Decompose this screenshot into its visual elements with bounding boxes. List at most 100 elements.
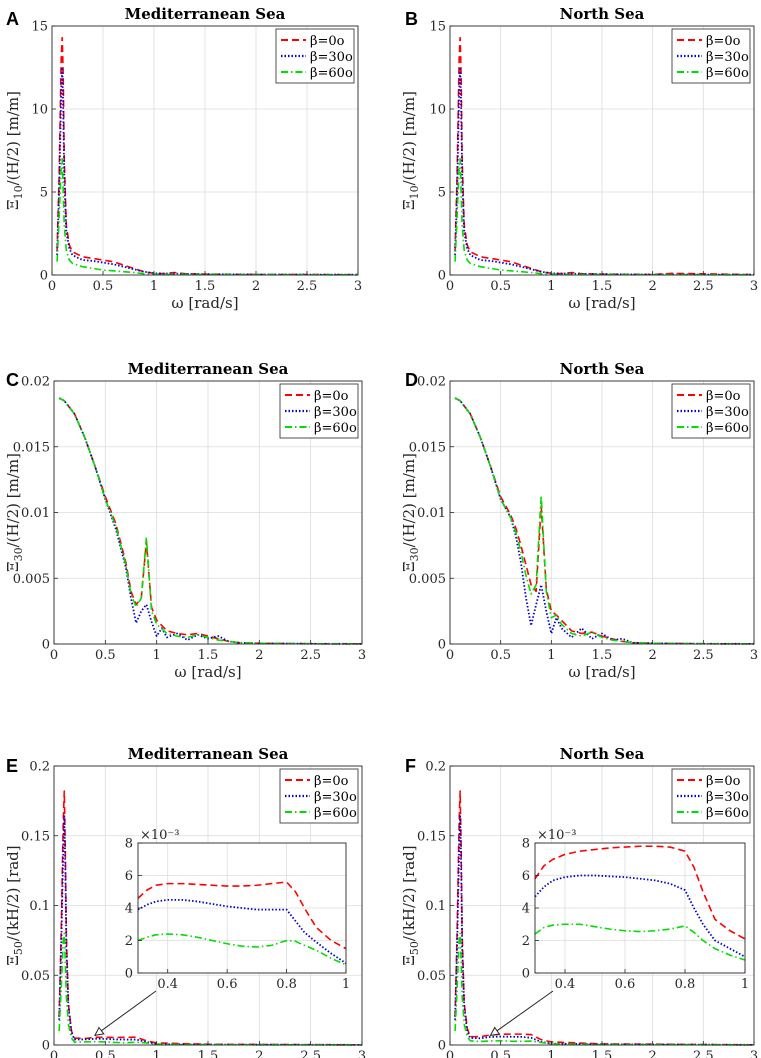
panel-E: E Mediterranean Sea 0 0.5 1 1.5 2 2.5 3 0 0.05 0.1 0… [4, 745, 366, 1058]
series-line-0 [58, 790, 363, 1046]
panel-label: F [405, 756, 416, 776]
inset-y-tick-label: 4 [125, 902, 133, 917]
legend-entry-2: β=60o [706, 806, 749, 821]
inset-arrow-line [94, 990, 157, 1036]
legend-entry-0: β=0o [314, 774, 349, 789]
inset-series-line-2 [137, 933, 347, 966]
y-axis-label-rest: /(H/2) [m/m] [4, 453, 22, 547]
x-tick-label: 3 [358, 648, 366, 663]
series-line-1 [58, 397, 363, 645]
x-tick-label: 0 [446, 648, 454, 663]
y-tick-label: 0 [438, 269, 446, 284]
panel-A: A Mediterranean Sea 0 0.5 1 1.5 2 2.5 3 0 5 10 15 ω [… [4, 5, 362, 312]
inset-x-tick-label: 0.4 [555, 977, 576, 992]
y-tick-label: 0.15 [21, 829, 50, 844]
chart-title: North Sea [560, 5, 645, 23]
y-tick-label: 0.2 [29, 760, 50, 775]
inset-arrow-head [93, 1026, 105, 1037]
panel-label: E [6, 756, 18, 776]
inset-y-tick-label: 2 [522, 934, 530, 949]
x-tick-label: 2.5 [693, 648, 714, 663]
legend-entry-1: β=30o [706, 50, 749, 65]
chart-title: Mediterranean Sea [125, 5, 286, 23]
grid [54, 381, 362, 644]
x-tick-label: 2 [255, 1049, 263, 1058]
inset-y-tick-label: 0 [125, 967, 133, 982]
x-tick-label: 2.5 [693, 1049, 714, 1058]
y-axis-label: Ξ10/(H/2) [m/m] [4, 91, 25, 210]
y-tick-label: 15 [429, 20, 446, 35]
y-tick-label: 15 [31, 20, 48, 35]
x-tick-label: 2 [649, 648, 657, 663]
y-tick-label: 0 [42, 638, 50, 653]
y-axis-label-main: Ξ [400, 561, 418, 572]
x-tick-label: 2.5 [300, 648, 321, 663]
legend-entry-1: β=30o [706, 790, 749, 805]
inset-x-tick-label: 0.8 [675, 977, 696, 992]
legend-entry-1: β=30o [314, 790, 357, 805]
x-axis-label: ω [rad/s] [568, 294, 635, 312]
y-tick-label: 10 [429, 103, 446, 118]
x-tick-label: 0.5 [490, 648, 511, 663]
chart-title: Mediterranean Sea [128, 745, 289, 763]
y-tick-label: 0.1 [425, 899, 446, 914]
y-axis-label-sub: 50 [12, 941, 25, 955]
y-axis-label-main: Ξ [400, 199, 418, 210]
series-line-2 [58, 397, 363, 645]
y-tick-label: 0.05 [21, 969, 50, 984]
x-tick-label: 1 [547, 279, 555, 294]
x-tick-label: 0 [48, 279, 56, 294]
series-line-0 [454, 790, 755, 1046]
inset-y-tick-label: 2 [125, 934, 133, 949]
x-tick-label: 3 [354, 279, 362, 294]
series-line-1 [454, 66, 755, 276]
inset-y-tick-label: 0 [522, 967, 530, 982]
x-tick-label: 3 [750, 1049, 758, 1058]
y-tick-label: 0.005 [409, 572, 446, 587]
legend-entry-2: β=60o [314, 806, 357, 821]
y-tick-label: 10 [31, 103, 48, 118]
inset-multiplier: ×10⁻³ [140, 828, 180, 843]
inset-multiplier: ×10⁻³ [537, 828, 577, 843]
x-tick-label: 0.5 [95, 648, 116, 663]
legend-entry-0: β=0o [706, 389, 741, 404]
y-axis-label-rest: /(kH/2) [rad] [400, 845, 418, 941]
x-tick-label: 0 [50, 648, 58, 663]
x-axis-label: ω [rad/s] [171, 294, 238, 312]
y-tick-label: 0 [40, 269, 48, 284]
x-tick-label: 0.5 [93, 279, 114, 294]
x-tick-label: 1 [150, 279, 158, 294]
series-line-2 [58, 932, 363, 1046]
y-tick-label: 0.01 [21, 506, 50, 521]
series-line-1 [56, 66, 359, 276]
y-tick-label: 0.015 [13, 440, 50, 455]
y-axis-label-main: Ξ [4, 955, 22, 966]
x-tick-label: 1.5 [198, 648, 219, 663]
inset-arrow-line [490, 990, 554, 1036]
inset-x-tick-label: 0.4 [157, 977, 178, 992]
legend-entry-2: β=60o [310, 66, 353, 81]
y-tick-label: 0.1 [29, 899, 50, 914]
x-tick-label: 1.5 [592, 1049, 613, 1058]
x-tick-label: 1.5 [198, 1049, 219, 1058]
x-tick-label: 1 [547, 1049, 555, 1058]
y-axis-label-main: Ξ [400, 955, 418, 966]
y-axis-label: Ξ50/(kH/2) [rad] [400, 845, 421, 965]
y-axis-label: Ξ10/(H/2) [m/m] [400, 91, 421, 210]
x-tick-label: 3 [358, 1049, 366, 1058]
y-axis-label-sub: 50 [408, 941, 421, 955]
y-axis-label-sub: 10 [12, 185, 25, 199]
y-tick-label: 5 [40, 186, 48, 201]
y-tick-label: 0.05 [417, 969, 446, 984]
chart-title: North Sea [560, 360, 645, 378]
y-tick-label: 0.2 [425, 760, 446, 775]
grid [450, 26, 754, 275]
chart-title: North Sea [560, 745, 645, 763]
